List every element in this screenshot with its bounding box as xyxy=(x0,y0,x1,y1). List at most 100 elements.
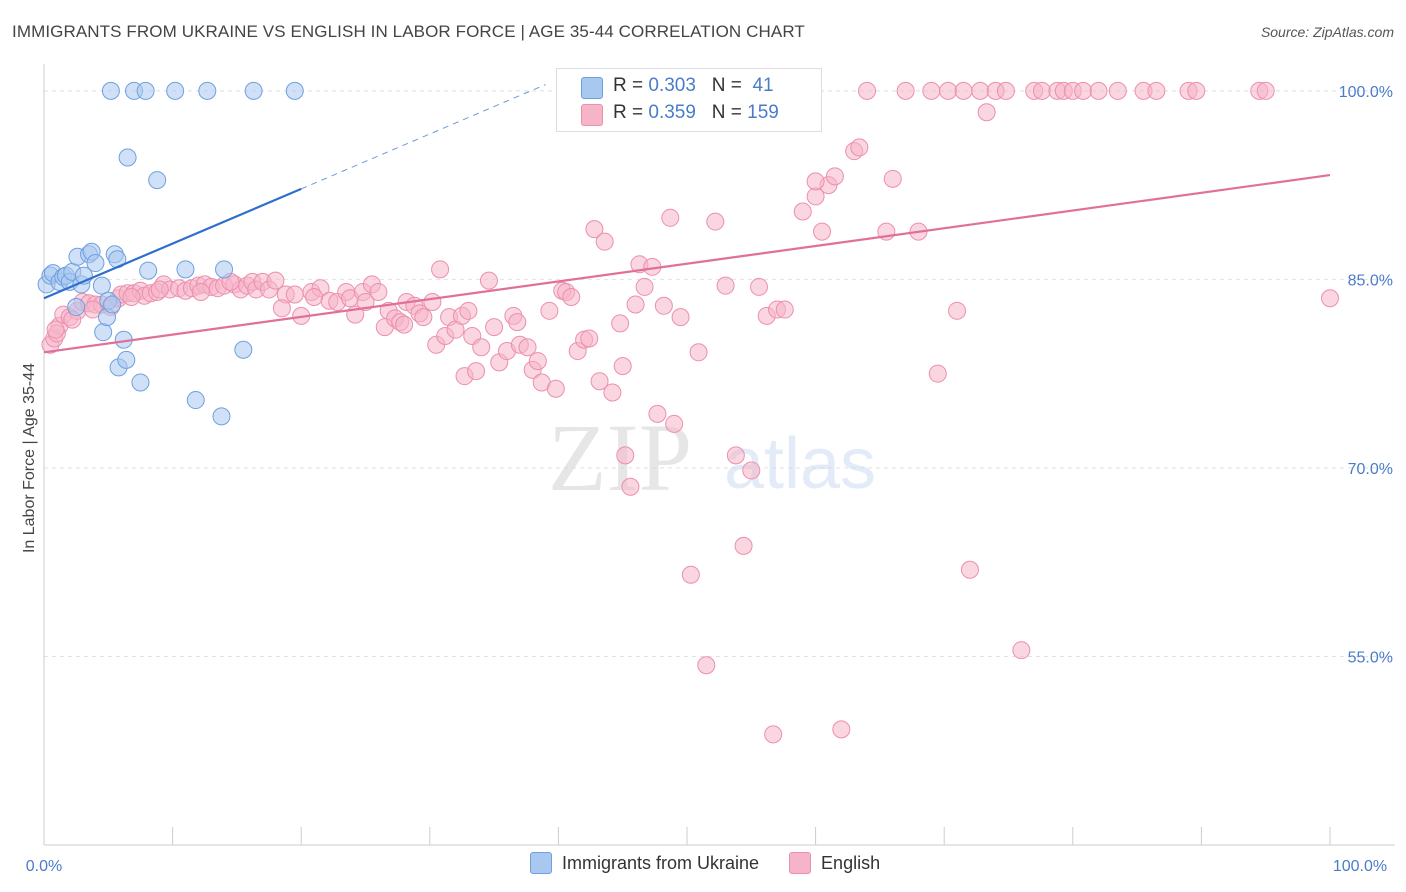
data-point xyxy=(832,720,851,739)
data-point xyxy=(1089,81,1108,100)
data-point xyxy=(166,81,185,100)
data-point xyxy=(939,81,958,100)
data-point xyxy=(266,271,285,290)
data-point xyxy=(518,338,537,357)
data-point xyxy=(595,232,614,251)
data-point xyxy=(883,169,902,188)
chart-title: IMMIGRANTS FROM UKRAINE VS ENGLISH IN LA… xyxy=(12,22,805,41)
data-point xyxy=(479,271,498,290)
data-point xyxy=(948,301,967,320)
data-point xyxy=(603,383,622,402)
data-point xyxy=(92,276,111,295)
data-point xyxy=(1187,81,1206,100)
trend-line-ukraine-extension xyxy=(301,84,546,190)
data-point xyxy=(305,287,324,306)
data-point xyxy=(485,318,504,337)
data-point xyxy=(395,315,414,334)
data-point xyxy=(928,364,947,383)
data-point xyxy=(585,220,604,239)
source-label: Source: ZipAtlas.com xyxy=(1260,24,1394,40)
data-point xyxy=(850,138,869,157)
data-point xyxy=(896,81,915,100)
data-point xyxy=(86,254,105,273)
series-english xyxy=(41,81,1339,744)
legend-label-ukraine: Immigrants from Ukraine xyxy=(562,852,760,873)
data-point xyxy=(198,81,217,100)
data-point xyxy=(616,446,635,465)
data-point xyxy=(671,308,690,327)
data-point xyxy=(1108,81,1127,100)
data-point xyxy=(742,461,761,480)
data-point xyxy=(148,171,167,190)
data-point xyxy=(272,299,291,318)
x-tick-label: 100.0% xyxy=(1333,858,1387,875)
legend-item-english: English xyxy=(789,852,880,874)
data-point xyxy=(117,350,136,369)
watermark: ZIP atlas xyxy=(548,404,876,511)
data-point xyxy=(977,103,996,122)
data-point xyxy=(611,314,630,333)
data-point xyxy=(1074,81,1093,100)
data-point xyxy=(285,81,304,100)
y-axis-title: In Labor Force | Age 35-44 xyxy=(21,363,38,553)
data-point xyxy=(648,404,667,423)
data-point xyxy=(459,301,478,320)
data-point xyxy=(67,298,86,317)
data-point xyxy=(356,293,375,312)
data-point xyxy=(590,372,609,391)
data-point xyxy=(423,293,442,312)
data-point xyxy=(1032,81,1051,100)
data-point xyxy=(136,81,155,100)
legend-swatch-ukraine xyxy=(530,852,552,874)
stats-row-english: R = 0.359 N = 159 xyxy=(613,102,779,123)
data-point xyxy=(467,362,486,381)
data-point xyxy=(734,536,753,555)
stats-swatch-english xyxy=(581,104,603,126)
data-point xyxy=(540,301,559,320)
data-point xyxy=(813,222,832,241)
data-point xyxy=(689,343,708,362)
data-point xyxy=(546,379,565,398)
data-point xyxy=(996,81,1015,100)
legend-label-english: English xyxy=(821,852,881,873)
data-point xyxy=(654,296,673,315)
data-point xyxy=(793,202,812,221)
data-point xyxy=(212,407,231,426)
y-tick-label: 55.0% xyxy=(1348,649,1393,666)
axes xyxy=(43,64,1395,846)
y-tick-label: 85.0% xyxy=(1348,272,1393,289)
data-point xyxy=(665,414,684,433)
data-point xyxy=(431,260,450,279)
data-point xyxy=(775,300,794,319)
data-point xyxy=(750,277,769,296)
stats-row-ukraine: R = 0.303 N = 41 xyxy=(613,75,774,96)
data-point xyxy=(697,656,716,675)
data-point xyxy=(508,313,527,332)
data-point xyxy=(960,560,979,579)
data-point xyxy=(858,81,877,100)
data-point xyxy=(922,81,941,100)
data-point xyxy=(764,725,783,744)
data-point xyxy=(46,320,65,339)
data-point xyxy=(150,280,169,299)
data-point xyxy=(191,282,210,301)
y-tick-label: 70.0% xyxy=(1348,461,1393,478)
data-point xyxy=(613,357,632,376)
data-point xyxy=(234,340,253,359)
data-point xyxy=(131,373,150,392)
stats-box: R = 0.303 N = 41 R = 0.359 N = 159 xyxy=(556,68,822,132)
stats-swatch-ukraine xyxy=(581,77,603,99)
data-point xyxy=(661,208,680,227)
data-point xyxy=(635,277,654,296)
data-point xyxy=(706,212,725,231)
data-point xyxy=(528,352,547,371)
legend-item-ukraine: Immigrants from Ukraine xyxy=(530,852,759,874)
data-point xyxy=(1147,81,1166,100)
data-point xyxy=(186,391,205,410)
x-tick-label: 0.0% xyxy=(26,858,62,875)
data-point xyxy=(621,477,640,496)
data-point xyxy=(122,287,141,306)
data-point xyxy=(103,295,122,314)
data-point xyxy=(414,308,433,327)
data-point xyxy=(806,172,825,191)
